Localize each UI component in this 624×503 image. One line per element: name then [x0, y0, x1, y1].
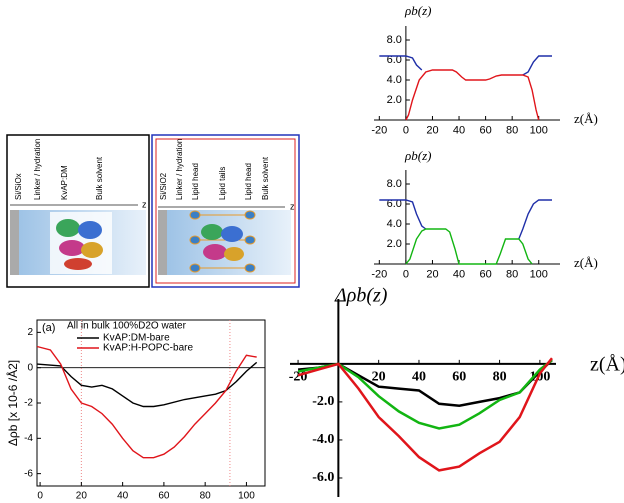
x-tick-label: 0: [403, 125, 409, 137]
y-axis-label: ρb(z): [404, 3, 431, 18]
x-tick-label: 20: [426, 269, 438, 281]
solvent: [167, 210, 291, 275]
x-tick-label: 40: [412, 369, 426, 384]
y-tick-label: 8.0: [387, 34, 402, 46]
data-line: [379, 199, 427, 230]
substrate: [10, 210, 19, 275]
x-axis-label: z(Å): [574, 111, 598, 126]
x-tick-label: -20: [371, 125, 387, 137]
data-line: [36, 361, 258, 408]
x-tick-label: 60: [158, 491, 170, 502]
y-tick-label: 4.0: [387, 74, 402, 86]
y-tick-label: 2: [27, 327, 33, 338]
layer-label: Bulk solvent: [95, 156, 104, 200]
x-tick-label: -20: [371, 269, 387, 281]
y-tick-label: -2.0: [312, 394, 334, 409]
x-tick-label: 40: [453, 125, 465, 137]
x-tick-label: 80: [506, 125, 518, 137]
axis-label: z: [142, 199, 147, 209]
protein: [201, 224, 244, 261]
data-line: [405, 69, 540, 121]
layer-label: KvAP:DM: [60, 165, 69, 200]
x-tick-label: 100: [238, 491, 255, 502]
lipids: [189, 210, 256, 273]
layer-label: Lipid head: [244, 163, 253, 200]
x-tick-label: 100: [530, 269, 548, 281]
x-tick-label: 80: [506, 269, 518, 281]
x-tick-label: 100: [530, 125, 548, 137]
x-tick-label: 100: [529, 369, 550, 384]
y-tick-label: 8.0: [387, 178, 402, 190]
y-tick-label: -4: [24, 433, 33, 444]
layer-label: Si/SiO2: [159, 172, 168, 200]
y-tick-label: 2.0: [387, 94, 402, 106]
data-line: [518, 199, 552, 240]
protein: [56, 219, 103, 270]
data-line: [405, 228, 533, 265]
y-axis-label: Δρb [x 10-6 /Å2]: [5, 360, 20, 446]
x-tick-label: 80: [200, 491, 212, 502]
axis-label: z: [290, 201, 295, 211]
data-line: [36, 345, 257, 459]
data-line: [379, 55, 423, 71]
panel-label: (a): [42, 322, 55, 334]
x-tick-label: 40: [117, 491, 129, 502]
x-tick-label: 40: [453, 269, 465, 281]
y-tick-label: -6: [24, 468, 33, 479]
x-tick-label: 20: [426, 125, 438, 137]
layer-label: Si/SiOx: [14, 173, 23, 200]
y-tick-label: 6.0: [387, 198, 402, 210]
y-axis-label: ρb(z): [404, 148, 431, 163]
x-tick-label: 80: [493, 369, 507, 384]
y-tick-label: 0: [27, 362, 33, 373]
legend-label: KvAP:DM-bare: [103, 333, 170, 344]
x-tick-label: 0: [37, 491, 43, 502]
y-tick-label: 2.0: [387, 238, 402, 250]
chart: -20 0 20 40 60 80 100 2.0 4.0 6.0 8.0 ρb(z) z(Å): [371, 3, 597, 137]
schematic-frame: [155, 138, 296, 284]
y-tick-label: -4.0: [312, 432, 334, 447]
chart: -20 0 20 40 60 80 100 2.0 4.0 6.0 8.0 ρb(z) z(Å): [371, 148, 597, 281]
y-tick-label: 6.0: [387, 54, 402, 66]
y-tick-label: -2: [24, 398, 33, 409]
x-tick-label: 20: [76, 491, 88, 502]
data-line: [522, 55, 552, 76]
layer-label: Linker / hydration: [33, 139, 42, 200]
x-tick-label: 0: [403, 269, 409, 281]
x-tick-label: 60: [452, 369, 466, 384]
legend-label: KvAP:H-POPC-bare: [103, 343, 193, 354]
layer-label: Lipid head: [191, 163, 200, 200]
y-tick-label: 4.0: [387, 218, 402, 230]
layer-label: Bulk solvent: [261, 156, 270, 200]
x-axis-label: z(Å): [590, 354, 624, 376]
x-tick-label: 60: [479, 269, 491, 281]
layer-label: Lipid tails: [218, 167, 227, 200]
x-tick-label: 20: [372, 369, 386, 384]
x-axis-label: z(Å): [574, 255, 598, 270]
layer-label: Linker / hydration: [175, 139, 184, 200]
substrate: [158, 210, 167, 275]
x-tick-label: 60: [479, 125, 491, 137]
annotation: All in bulk 100%D2O water: [67, 321, 187, 332]
y-tick-label: -6.0: [312, 470, 334, 485]
y-axis-label: Δρb(z): [334, 285, 388, 307]
data-line: [297, 357, 553, 472]
